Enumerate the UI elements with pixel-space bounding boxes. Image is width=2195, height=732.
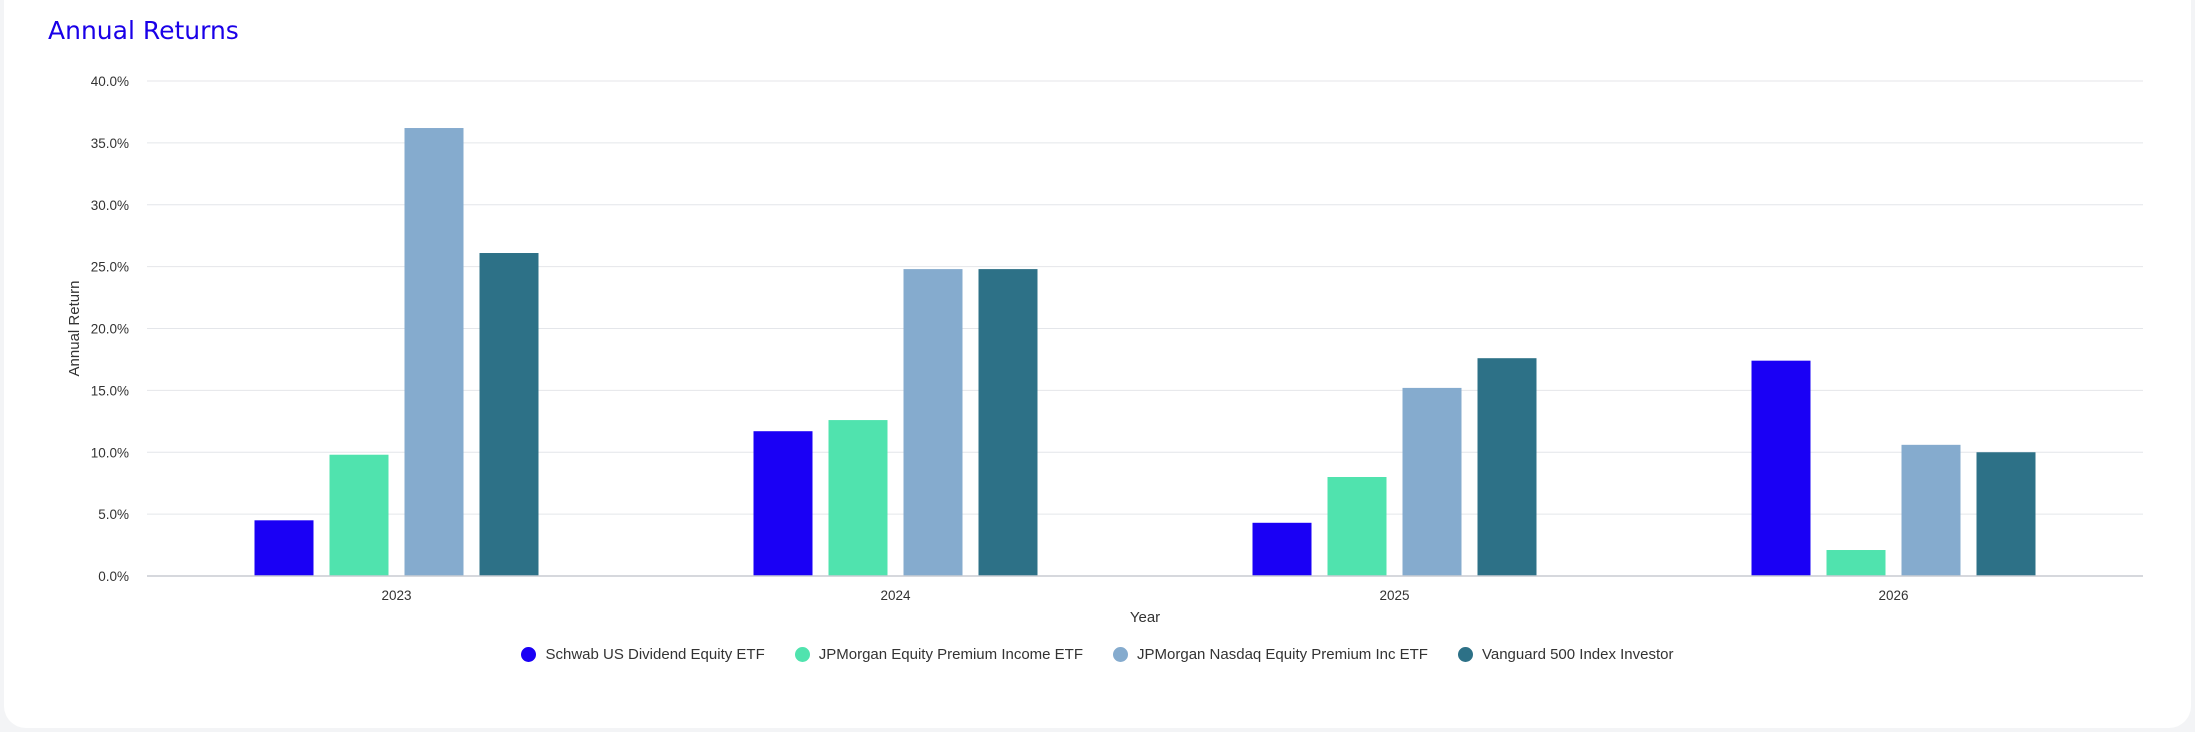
bar-2024-3[interactable] <box>978 269 1038 576</box>
x-axis-label: Year <box>1130 609 1160 626</box>
legend-item[interactable]: JPMorgan Equity Premium Income ETF <box>794 646 1084 663</box>
y-tick-label: 35.0% <box>91 136 129 151</box>
legend-label: Vanguard 500 Index Investor <box>1481 646 1674 663</box>
x-axis-ticks: 2023 2024 2025 2026 <box>381 588 1908 603</box>
y-tick-label: 30.0% <box>91 198 129 213</box>
bar-2023-3[interactable] <box>479 253 539 576</box>
bar-2026-3[interactable] <box>1976 452 2036 576</box>
y-axis-label: Annual Return <box>66 281 83 377</box>
legend-item[interactable]: JPMorgan Nasdaq Equity Premium Inc ETF <box>1113 646 1428 663</box>
bar-2025-3[interactable] <box>1477 358 1537 576</box>
legend-item[interactable]: Vanguard 500 Index Investor <box>1457 646 1674 663</box>
y-tick-label: 20.0% <box>91 322 129 337</box>
bar-2026-1[interactable] <box>1826 550 1886 576</box>
x-tick-label: 2023 <box>381 588 411 603</box>
legend-label: JPMorgan Nasdaq Equity Premium Inc ETF <box>1137 646 1428 663</box>
bar-2025-1[interactable] <box>1327 477 1387 576</box>
y-tick-label: 40.0% <box>91 74 129 89</box>
bar-2024-1[interactable] <box>828 420 888 576</box>
y-tick-label: 25.0% <box>91 260 129 275</box>
bar-2023-1[interactable] <box>329 454 389 576</box>
legend-swatch-icon <box>521 647 537 662</box>
bar-2025-0[interactable] <box>1252 522 1312 576</box>
x-tick-label: 2024 <box>880 588 911 603</box>
legend-swatch-icon <box>1457 647 1473 662</box>
y-axis-ticks: 0.0% 5.0% 10.0% 15.0% 20.0% 25.0% 30.0% 35.0% 40… <box>91 74 129 584</box>
bar-2023-0[interactable] <box>254 520 314 576</box>
bar-2026-0[interactable] <box>1751 360 1811 576</box>
bar-2025-2[interactable] <box>1402 387 1462 576</box>
legend-swatch-icon <box>794 647 810 662</box>
chart-card <box>4 0 2191 728</box>
y-tick-label: 15.0% <box>91 383 129 398</box>
bar-2024-2[interactable] <box>903 269 963 576</box>
legend-label: Schwab US Dividend Equity ETF <box>545 646 765 663</box>
legend-label: JPMorgan Equity Premium Income ETF <box>818 646 1084 663</box>
bar-chart: 0.0% 5.0% 10.0% 15.0% 20.0% 25.0% 30.0% 35.0% 40… <box>66 74 2143 626</box>
y-tick-label: 0.0% <box>98 569 129 584</box>
bar-2024-0[interactable] <box>753 431 813 576</box>
bar-2026-2[interactable] <box>1901 444 1961 576</box>
legend-swatch-icon <box>1113 647 1129 662</box>
y-tick-label: 5.0% <box>98 507 129 522</box>
bar-2023-2[interactable] <box>404 128 464 576</box>
legend-item[interactable]: Schwab US Dividend Equity ETF <box>521 646 765 663</box>
x-tick-label: 2026 <box>1878 588 1908 603</box>
chart-title: Annual Returns <box>48 16 239 45</box>
legend: Schwab US Dividend Equity ETF JPMorgan Eq… <box>0 646 2195 663</box>
x-tick-label: 2025 <box>1379 588 1409 603</box>
y-tick-label: 10.0% <box>91 445 129 460</box>
bars <box>254 128 2036 576</box>
